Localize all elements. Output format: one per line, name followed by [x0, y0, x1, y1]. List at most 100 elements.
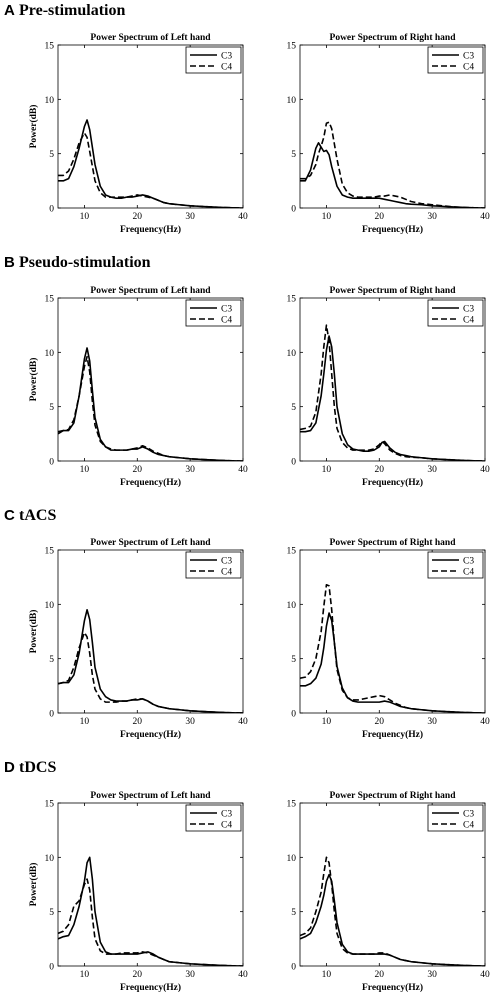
legend-box: [185, 46, 242, 74]
y-tick-label: 0: [49, 963, 54, 973]
chart-1: Power Spectrum of Left hand 10 20 30 40 0 5 10 1…: [28, 33, 248, 235]
legend-label-c4: C4: [221, 821, 232, 831]
y-tick-label: 10: [287, 349, 297, 359]
legend-label-c3: C3: [221, 557, 232, 567]
legend-box: [427, 804, 484, 832]
x-tick-label: 20: [375, 970, 385, 980]
x-tick-label: 20: [133, 212, 143, 222]
legend-label-c3: C3: [463, 557, 474, 567]
legend-box: [427, 299, 484, 327]
y-tick-label: 5: [49, 655, 54, 665]
chart-7: Power Spectrum of Left hand 10 20 30 40 0 5 10 1…: [28, 791, 248, 993]
plot-title: Power Spectrum of Right hand: [330, 286, 457, 296]
axes-frame: [57, 44, 244, 209]
y-tick-label: 10: [45, 854, 55, 864]
x-axis-label: Frequency(Hz): [120, 224, 181, 235]
x-tick-label: 20: [133, 717, 143, 727]
y-tick-label: 15: [45, 295, 55, 305]
plot-title: Power Spectrum of Right hand: [330, 33, 457, 43]
legend-label-c3: C3: [463, 810, 474, 820]
x-tick-label: 40: [480, 212, 490, 222]
x-tick-label: 40: [238, 465, 248, 475]
legend-label-c4: C4: [221, 316, 232, 326]
x-tick-label: 30: [427, 717, 437, 727]
plot-title: Power Spectrum of Left hand: [90, 33, 211, 43]
y-tick-label: 10: [45, 96, 55, 106]
y-axis-label: Power(dB): [28, 610, 39, 654]
x-tick-label: 20: [375, 212, 385, 222]
y-tick-label: 10: [287, 601, 297, 611]
y-tick-label: 15: [45, 800, 55, 810]
legend-label-c4: C4: [463, 63, 474, 73]
series-line-c4: [58, 355, 243, 461]
plots: Power Spectrum of Left hand 10 20 30 40 0 5 10 1…: [28, 33, 490, 993]
axes-frame: [299, 549, 486, 714]
panel-header-b: B Pseudo-stimulation: [4, 254, 151, 271]
y-tick-label: 15: [287, 42, 297, 52]
series-line-c4: [58, 631, 243, 713]
x-axis-label: Frequency(Hz): [120, 729, 181, 740]
y-axis-label: Power(dB): [28, 358, 39, 402]
axes-frame: [299, 44, 486, 209]
x-tick-label: 30: [185, 212, 195, 222]
plot-title: Power Spectrum of Right hand: [330, 538, 457, 548]
series-line-c4: [300, 121, 485, 208]
y-tick-label: 10: [45, 349, 55, 359]
y-tick-label: 0: [49, 458, 54, 468]
panel-header-c: C tACS: [4, 507, 56, 524]
x-tick-label: 30: [185, 970, 195, 980]
y-tick-label: 10: [45, 601, 55, 611]
chart-8: Power Spectrum of Right hand 10 20 30 40 0 5 10…: [287, 791, 491, 993]
panel-title-a: Pre-stimulation: [19, 2, 125, 19]
series-line-c4: [58, 878, 243, 966]
y-tick-label: 0: [291, 963, 296, 973]
y-tick-label: 0: [49, 205, 54, 215]
panel-label-c: C: [4, 507, 15, 524]
series-line-c4: [58, 132, 243, 208]
legend-box: [427, 46, 484, 74]
axes-frame: [299, 802, 486, 967]
legend-label-c3: C3: [221, 52, 232, 62]
plot-title: Power Spectrum of Left hand: [90, 538, 211, 548]
axes-frame: [299, 297, 486, 462]
y-tick-label: 0: [49, 710, 54, 720]
chart-5: Power Spectrum of Left hand 10 20 30 40 0 5 10 1…: [28, 538, 248, 740]
x-tick-label: 10: [322, 212, 332, 222]
series-line-c3: [58, 347, 243, 461]
x-axis-label: Frequency(Hz): [362, 729, 423, 740]
x-tick-label: 30: [185, 717, 195, 727]
legend-label-c4: C4: [221, 568, 232, 578]
x-axis-label: Frequency(Hz): [120, 477, 181, 488]
y-tick-label: 10: [287, 854, 297, 864]
legend-label-c3: C3: [221, 305, 232, 315]
x-tick-label: 40: [480, 465, 490, 475]
legend-box: [185, 551, 242, 579]
panel-header-a: A Pre-stimulation: [4, 2, 125, 19]
panel-title-b: Pseudo-stimulation: [19, 254, 151, 271]
panel-header-d: D tDCS: [4, 759, 56, 776]
y-tick-label: 5: [49, 908, 54, 918]
x-tick-label: 30: [427, 465, 437, 475]
axes-frame: [57, 549, 244, 714]
panel-label-b: B: [4, 254, 15, 271]
legend-label-c3: C3: [221, 810, 232, 820]
y-axis-label: Power(dB): [28, 105, 39, 149]
y-tick-label: 15: [287, 547, 297, 557]
x-tick-label: 20: [133, 465, 143, 475]
y-tick-label: 15: [287, 295, 297, 305]
plot-title: Power Spectrum of Left hand: [90, 791, 211, 801]
x-tick-label: 30: [427, 212, 437, 222]
chart-2: Power Spectrum of Right hand 10 20 30 40 0 5 10…: [287, 33, 491, 235]
chart-3: Power Spectrum of Left hand 10 20 30 40 0 5 10 1…: [28, 286, 248, 488]
y-tick-label: 5: [291, 908, 296, 918]
x-tick-label: 10: [322, 970, 332, 980]
series-line-c3: [58, 856, 243, 966]
x-tick-label: 40: [238, 717, 248, 727]
series-line-c3: [58, 608, 243, 713]
panel-label-a: A: [4, 2, 15, 19]
